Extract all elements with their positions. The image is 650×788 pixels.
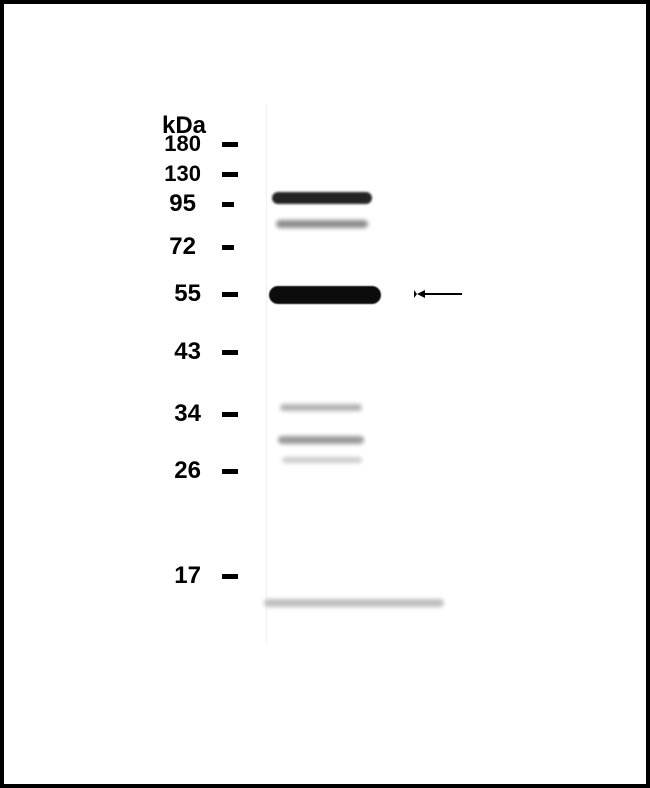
marker-tick	[222, 142, 238, 147]
marker-label: 180	[164, 131, 201, 157]
protein-band	[276, 220, 368, 228]
protein-band	[269, 286, 381, 304]
arrow-head-icon	[414, 290, 425, 298]
marker-tick	[222, 412, 238, 417]
protein-band	[280, 404, 362, 411]
marker-label: 34	[174, 400, 201, 428]
marker-label: 17	[174, 562, 201, 590]
marker-label: 43	[174, 338, 201, 366]
marker-label: 55	[174, 280, 201, 308]
arrow-line	[422, 293, 462, 295]
marker-label: 72	[169, 233, 196, 261]
marker-label: 95	[169, 190, 196, 218]
marker-tick	[222, 350, 238, 355]
marker-tick	[222, 574, 238, 579]
marker-tick	[222, 202, 234, 207]
marker-label: 26	[174, 457, 201, 485]
marker-label: 130	[164, 161, 201, 187]
marker-tick	[222, 172, 238, 177]
marker-tick	[222, 245, 234, 250]
protein-band	[278, 436, 364, 444]
lane-edge	[266, 104, 267, 644]
marker-tick	[222, 292, 238, 297]
protein-band	[282, 457, 362, 463]
protein-band	[264, 599, 444, 607]
western-blot-image: kDa 18013095725543342617	[0, 0, 650, 788]
marker-tick	[222, 469, 238, 474]
protein-band	[272, 192, 372, 204]
